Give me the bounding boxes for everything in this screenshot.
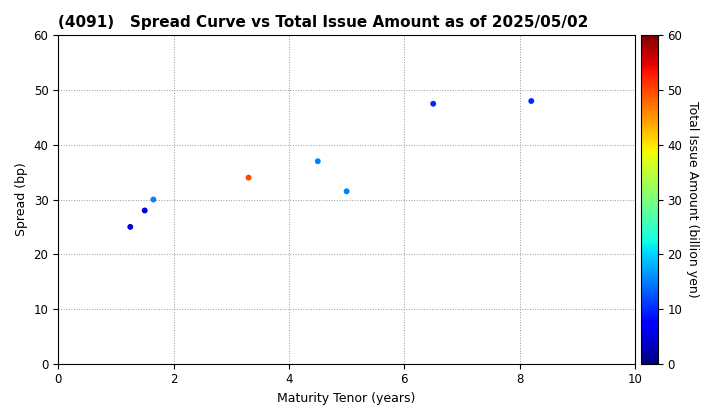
- Point: [312, 158, 323, 165]
- Point: [139, 207, 150, 214]
- Point: [125, 223, 136, 230]
- Y-axis label: Total Issue Amount (billion yen): Total Issue Amount (billion yen): [686, 101, 699, 298]
- Point: [428, 100, 439, 107]
- X-axis label: Maturity Tenor (years): Maturity Tenor (years): [277, 392, 416, 405]
- Point: [526, 98, 537, 105]
- Y-axis label: Spread (bp): Spread (bp): [15, 163, 28, 236]
- Point: [243, 174, 254, 181]
- Point: [341, 188, 352, 195]
- Point: [148, 196, 159, 203]
- Text: (4091)   Spread Curve vs Total Issue Amount as of 2025/05/02: (4091) Spread Curve vs Total Issue Amoun…: [58, 15, 588, 30]
